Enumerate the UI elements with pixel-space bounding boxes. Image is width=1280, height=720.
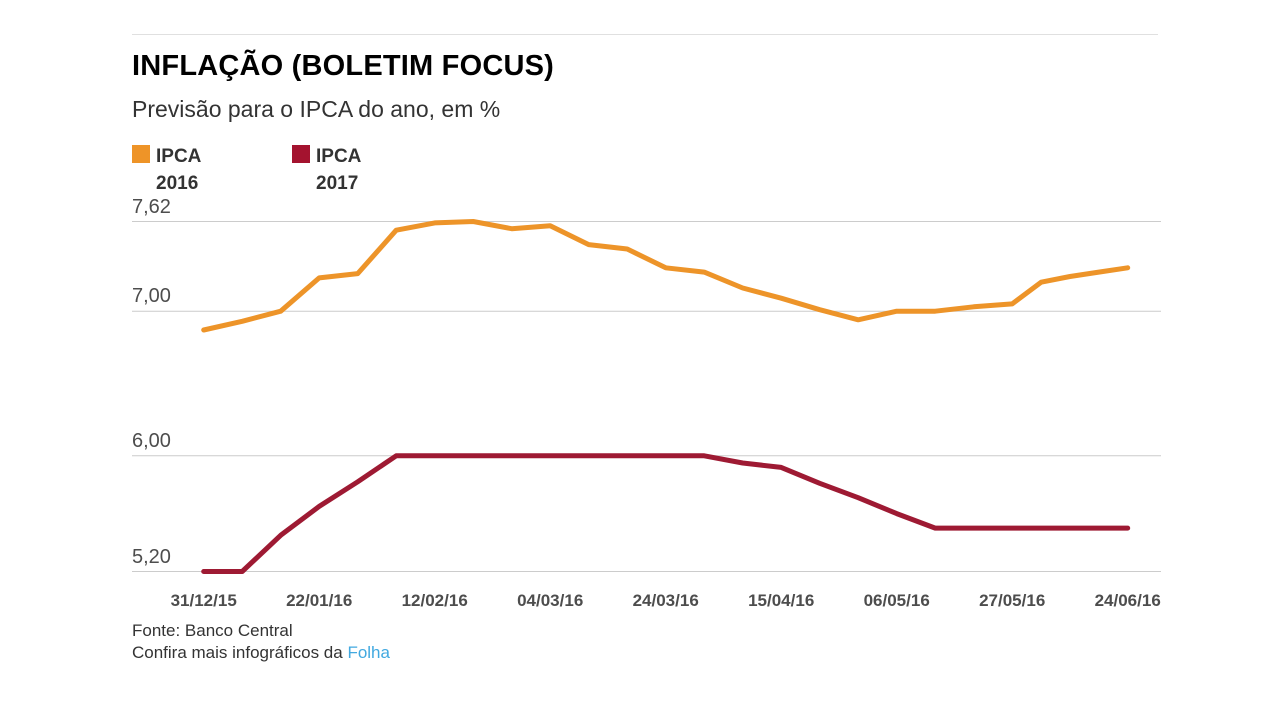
series-line-ipca-2016 (201, 219, 1131, 333)
x-tick-label-06-05-16: 06/05/16 (863, 591, 930, 610)
legend-label-ipca-2017: IPCA 2017 (316, 143, 361, 197)
x-tick-label-12-02-16: 12/02/16 (401, 591, 468, 610)
x-tick-label-31-12-15: 31/12/15 (170, 591, 237, 610)
x-tick-label-15-04-16: 15/04/16 (748, 591, 815, 610)
x-tick-label-27-05-16: 27/05/16 (979, 591, 1046, 610)
legend-label-line1: IPCA (316, 146, 362, 167)
chart-title: INFLAÇÃO (BOLETIM FOCUS) (132, 50, 555, 82)
x-tick-label-22-01-16: 22/01/16 (286, 591, 353, 610)
legend-label-line1: IPCA (156, 146, 202, 167)
chart-plot-svg (132, 219, 1161, 574)
legend-label-line2: 2016 (156, 173, 199, 194)
footer-cta: Confira mais infográficos da Folha (132, 643, 390, 663)
legend-item-ipca-2017: IPCA 2017 (292, 143, 361, 197)
chart-subtitle: Previsão para o IPCA do ano, em % (132, 96, 501, 122)
legend-label-ipca-2016: IPCA 2016 (156, 143, 201, 197)
x-tick-label-24-03-16: 24/03/16 (632, 591, 699, 610)
legend-item-ipca-2016: IPCA 2016 (132, 143, 201, 197)
series-line-ipca-2017 (201, 453, 1131, 574)
footer-cta-text: Confira mais infográficos da (132, 643, 348, 662)
legend-swatch-2017-icon (292, 145, 310, 163)
chart-card: INFLAÇÃO (BOLETIM FOCUS) Previsão para o… (131, 0, 1163, 720)
y-tick-label-5,20: 5,20 (132, 545, 171, 568)
legend-label-line2: 2017 (316, 173, 359, 194)
source-credit: Fonte: Banco Central (132, 621, 293, 640)
x-tick-label-24-06-16: 24/06/16 (1094, 591, 1161, 610)
folha-link[interactable]: Folha (347, 643, 390, 662)
x-tick-label-04-03-16: 04/03/16 (517, 591, 584, 610)
y-tick-label-7,62: 7,62 (132, 195, 171, 218)
y-tick-label-6,00: 6,00 (132, 429, 171, 452)
legend-swatch-2016-icon (132, 145, 150, 163)
top-rule-divider (132, 34, 1158, 35)
y-tick-label-7,00: 7,00 (132, 285, 171, 308)
